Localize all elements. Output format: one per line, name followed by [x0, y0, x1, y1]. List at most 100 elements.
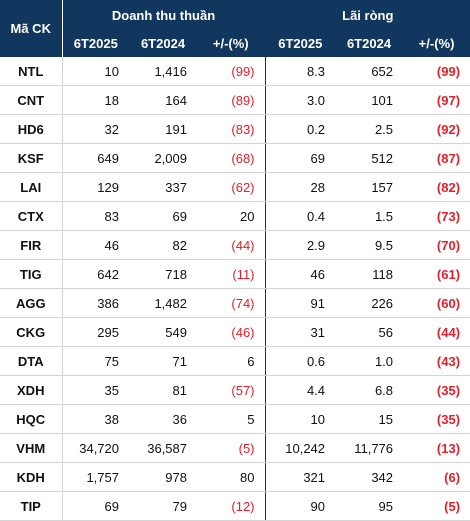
profit-6t2024-cell: 95: [335, 491, 404, 521]
profit-6t2025-cell: 2.9: [265, 230, 336, 260]
revenue-6t2025-cell: 35: [62, 375, 129, 405]
revenue-change-cell: (12): [197, 491, 266, 521]
revenue-6t2024-cell: 164: [129, 85, 197, 115]
profit-6t2025-cell: 4.4: [265, 375, 336, 405]
revenue-6t2025-cell: 386: [62, 288, 129, 318]
revenue-change-cell: (62): [197, 172, 266, 202]
stock-code-cell: AGG: [0, 288, 63, 318]
profit-6t2025-cell: 0.6: [265, 346, 336, 376]
stock-code-cell: CNT: [0, 85, 63, 115]
profit-6t2025-cell: 46: [265, 259, 336, 289]
revenue-6t2024-cell: 81: [129, 375, 197, 405]
profit-6t2025-cell: 3.0: [265, 85, 336, 115]
table-row: AGG 386 1,482 (74) 91 226 (60): [0, 288, 470, 318]
table-row: FIR 46 82 (44) 2.9 9.5 (70): [0, 230, 470, 260]
profit-6t2024-cell: 101: [335, 85, 404, 115]
revenue-6t2024-cell: 69: [129, 201, 197, 231]
revenue-6t2024-cell: 82: [129, 230, 197, 260]
profit-6t2024-cell: 512: [335, 143, 404, 173]
revenue-6t2025-cell: 1,757: [62, 462, 129, 492]
revenue-change-cell: (46): [197, 317, 266, 347]
table-row: HD6 32 191 (83) 0.2 2.5 (92): [0, 114, 470, 144]
profit-6t2024-cell: 56: [335, 317, 404, 347]
profit-change-cell: (60): [403, 288, 470, 318]
profit-6t2025-cell: 321: [265, 462, 336, 492]
profit-6t2025-cell: 91: [265, 288, 336, 318]
table-row: CTX 83 69 20 0.4 1.5 (73): [0, 201, 470, 231]
profit-6t2025-header: 6T2025: [264, 30, 336, 57]
table-row: DTA 75 71 6 0.6 1.0 (43): [0, 346, 470, 376]
revenue-change-cell: (44): [197, 230, 266, 260]
stock-code-cell: TIP: [0, 491, 63, 521]
revenue-change-cell: 5: [197, 404, 266, 434]
table-header: Mã CK Doanh thu thuần Lãi ròng 6T2025 6T…: [0, 0, 470, 57]
stock-code-cell: KSF: [0, 143, 63, 173]
stock-code-cell: VHM: [0, 433, 63, 463]
revenue-change-cell: (68): [197, 143, 266, 173]
revenue-6t2024-cell: 718: [129, 259, 197, 289]
profit-change-cell: (35): [403, 404, 470, 434]
table-row: XDH 35 81 (57) 4.4 6.8 (35): [0, 375, 470, 405]
profit-6t2024-cell: 9.5: [335, 230, 404, 260]
revenue-change-cell: (11): [197, 259, 266, 289]
stock-code-cell: HQC: [0, 404, 63, 434]
revenue-6t2025-cell: 18: [62, 85, 129, 115]
revenue-change-cell: (83): [197, 114, 266, 144]
profit-change-cell: (43): [403, 346, 470, 376]
table-row: CKG 295 549 (46) 31 56 (44): [0, 317, 470, 347]
stock-code-cell: CKG: [0, 317, 63, 347]
profit-6t2024-cell: 6.8: [335, 375, 404, 405]
revenue-6t2025-cell: 32: [62, 114, 129, 144]
profit-6t2025-cell: 0.2: [265, 114, 336, 144]
profit-change-cell: (6): [403, 462, 470, 492]
revenue-change-cell: (5): [197, 433, 266, 463]
revenue-6t2025-cell: 642: [62, 259, 129, 289]
table-row: TIP 69 79 (12) 90 95 (5): [0, 491, 470, 521]
profit-6t2024-cell: 342: [335, 462, 404, 492]
profit-6t2025-cell: 28: [265, 172, 336, 202]
stock-code-cell: NTL: [0, 57, 63, 86]
stock-code-cell: TIG: [0, 259, 63, 289]
revenue-6t2024-header: 6T2024: [129, 30, 197, 57]
revenue-6t2024-cell: 1,482: [129, 288, 197, 318]
revenue-change-cell: (99): [197, 57, 266, 86]
revenue-group-header: Doanh thu thuần: [62, 0, 266, 30]
profit-change-cell: (44): [403, 317, 470, 347]
profit-6t2024-header: 6T2024: [335, 30, 404, 57]
profit-change-cell: (61): [403, 259, 470, 289]
revenue-6t2024-cell: 337: [129, 172, 197, 202]
revenue-6t2024-cell: 36,587: [129, 433, 197, 463]
revenue-change-cell: (74): [197, 288, 266, 318]
revenue-change-cell: 6: [197, 346, 266, 376]
revenue-6t2025-header: 6T2025: [62, 30, 129, 57]
stock-code-cell: XDH: [0, 375, 63, 405]
profit-change-header: +/-(%): [403, 30, 470, 57]
revenue-6t2025-cell: 649: [62, 143, 129, 173]
revenue-change-header: +/-(%): [197, 30, 266, 57]
profit-change-cell: (73): [403, 201, 470, 231]
revenue-6t2024-cell: 1,416: [129, 57, 197, 86]
stock-code-cell: KDH: [0, 462, 63, 492]
revenue-6t2024-cell: 549: [129, 317, 197, 347]
profit-6t2024-cell: 1.0: [335, 346, 404, 376]
profit-change-cell: (5): [403, 491, 470, 521]
table-row: KSF 649 2,009 (68) 69 512 (87): [0, 143, 470, 173]
table-body: NTL 10 1,416 (99) 8.3 652 (99) CNT 18 164 (89) 3.0 1…: [0, 57, 470, 521]
stock-code-cell: FIR: [0, 230, 63, 260]
profit-6t2025-cell: 90: [265, 491, 336, 521]
profit-6t2025-cell: 8.3: [265, 57, 336, 86]
table-row: VHM 34,720 36,587 (5) 10,242 11,776 (13): [0, 433, 470, 463]
profit-change-cell: (70): [403, 230, 470, 260]
revenue-6t2025-cell: 295: [62, 317, 129, 347]
revenue-6t2024-cell: 36: [129, 404, 197, 434]
revenue-6t2025-cell: 83: [62, 201, 129, 231]
table-row: CNT 18 164 (89) 3.0 101 (97): [0, 85, 470, 115]
revenue-6t2025-cell: 69: [62, 491, 129, 521]
profit-6t2024-cell: 11,776: [335, 433, 404, 463]
revenue-6t2025-cell: 75: [62, 346, 129, 376]
profit-6t2025-cell: 10: [265, 404, 336, 434]
revenue-6t2025-cell: 129: [62, 172, 129, 202]
revenue-change-cell: 80: [197, 462, 266, 492]
profit-6t2024-cell: 118: [335, 259, 404, 289]
revenue-6t2025-cell: 46: [62, 230, 129, 260]
